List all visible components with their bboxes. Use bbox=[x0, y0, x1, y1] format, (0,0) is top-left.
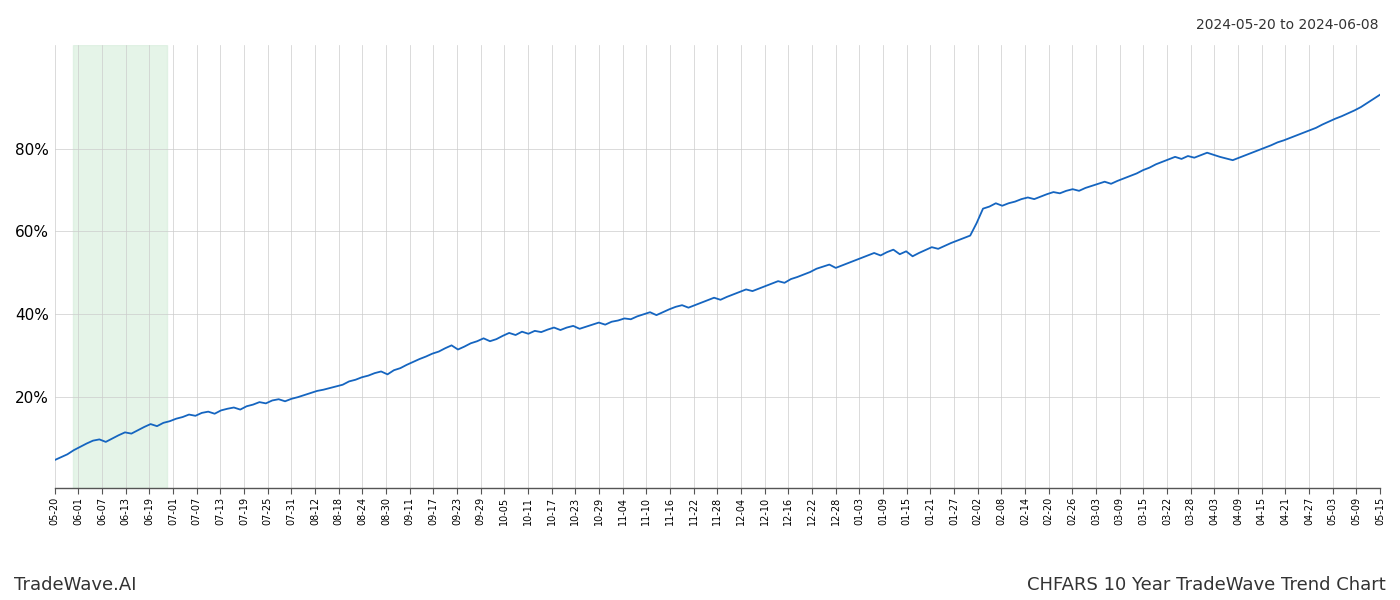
Text: TradeWave.AI: TradeWave.AI bbox=[14, 576, 137, 594]
Text: 2024-05-20 to 2024-06-08: 2024-05-20 to 2024-06-08 bbox=[1197, 18, 1379, 32]
Bar bbox=[73, 45, 167, 488]
Text: CHFARS 10 Year TradeWave Trend Chart: CHFARS 10 Year TradeWave Trend Chart bbox=[1028, 576, 1386, 594]
